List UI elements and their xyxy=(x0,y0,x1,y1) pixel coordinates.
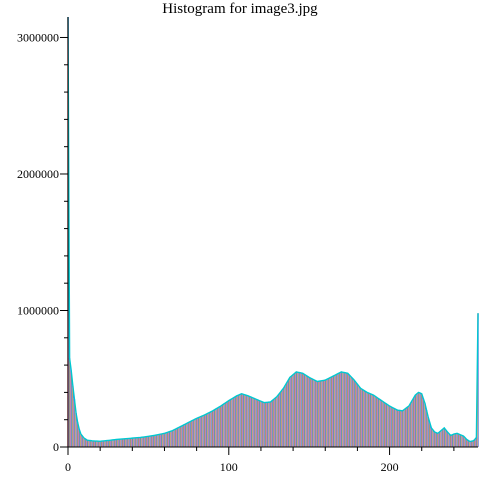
x-tick-label: 0 xyxy=(65,460,71,474)
chart-title: Histogram for image3.jpg xyxy=(162,1,318,17)
histogram-outline-line xyxy=(67,16,479,443)
y-tick-label: 2000000 xyxy=(17,167,59,181)
y-tick-label: 0 xyxy=(53,440,59,454)
y-axis-ticks: 0 1000000 2000000 3000000 xyxy=(17,30,68,454)
x-tick-label: 100 xyxy=(220,460,238,474)
y-tick-label: 1000000 xyxy=(17,303,59,317)
axes xyxy=(60,17,478,455)
histogram-outline xyxy=(67,16,479,443)
x-tick-label: 200 xyxy=(381,460,399,474)
y-tick-label: 3000000 xyxy=(17,30,59,44)
x-axis-ticks: 0 100 200 xyxy=(65,447,455,474)
